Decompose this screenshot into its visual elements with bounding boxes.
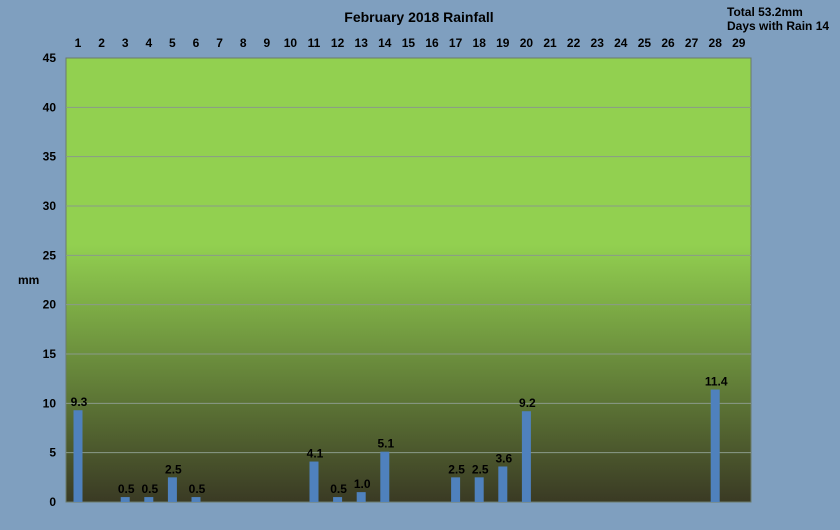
y-tick-label: 20 (43, 298, 57, 312)
x-axis-ticks: 1 2 3 4 5 6 7 8 9 10 11 12 13 14 15 16 17 18 19 20 21 22 23 24 2… (75, 36, 746, 50)
y-tick-label: 45 (43, 51, 57, 65)
x-tick-label: 10 (284, 36, 298, 50)
data-label: 2.5 (472, 462, 489, 476)
x-tick-label: 2 (98, 36, 105, 50)
bar (333, 497, 343, 502)
data-label: 3.6 (495, 451, 512, 465)
x-tick-label: 1 (75, 36, 82, 50)
bar (144, 497, 154, 502)
x-tick-label: 8 (240, 36, 247, 50)
data-labels: 9.3 0.5 0.5 2.5 0.5 4.1 0.5 1.0 5.1 2.5 2.5 3.6 9.2 1… (71, 375, 728, 497)
y-tick-label: 10 (43, 396, 57, 410)
x-tick-label: 26 (661, 36, 675, 50)
y-axis-ticks: 0 5 10 15 20 25 30 35 40 45 (43, 51, 57, 509)
x-tick-label: 25 (638, 36, 652, 50)
x-tick-label: 28 (709, 36, 723, 50)
y-tick-label: 40 (43, 100, 57, 114)
data-label: 0.5 (189, 482, 206, 496)
x-tick-label: 13 (355, 36, 369, 50)
data-label: 9.3 (71, 395, 88, 409)
bar (451, 477, 461, 502)
y-tick-label: 30 (43, 199, 57, 213)
y-tick-label: 0 (49, 495, 56, 509)
data-label: 0.5 (118, 482, 135, 496)
bar (380, 451, 390, 502)
y-axis-label: mm (18, 273, 39, 287)
bars (73, 389, 720, 502)
x-tick-label: 7 (216, 36, 223, 50)
data-label: 4.1 (307, 447, 324, 461)
bar (73, 410, 83, 502)
bar (191, 497, 201, 502)
data-label: 1.0 (354, 477, 371, 491)
days-with-rain: Days with Rain 14 (727, 19, 829, 33)
data-label: 11.4 (705, 375, 728, 389)
x-tick-label: 14 (378, 36, 392, 50)
bar (498, 466, 508, 502)
x-tick-label: 11 (308, 36, 321, 50)
x-tick-label: 12 (331, 36, 345, 50)
x-tick-label: 9 (263, 36, 270, 50)
x-tick-label: 19 (496, 36, 510, 50)
x-tick-label: 24 (614, 36, 628, 50)
bar (356, 492, 366, 502)
x-tick-label: 16 (425, 36, 439, 50)
bar (474, 477, 484, 502)
data-label: 0.5 (330, 482, 347, 496)
bar (167, 477, 177, 502)
x-tick-label: 15 (402, 36, 416, 50)
y-tick-label: 5 (49, 446, 56, 460)
data-label: 5.1 (377, 437, 394, 451)
x-tick-label: 18 (473, 36, 487, 50)
gridlines (66, 106, 751, 454)
x-tick-label: 29 (732, 36, 746, 50)
x-tick-label: 27 (685, 36, 699, 50)
bar (521, 411, 531, 502)
x-tick-label: 23 (591, 36, 605, 50)
x-tick-label: 4 (145, 36, 152, 50)
x-tick-label: 20 (520, 36, 534, 50)
x-tick-label: 3 (122, 36, 129, 50)
bar (309, 461, 319, 502)
y-tick-label: 25 (43, 248, 57, 262)
data-label: 2.5 (448, 462, 465, 476)
data-label: 9.2 (519, 396, 536, 410)
data-label: 2.5 (165, 462, 182, 476)
x-tick-label: 6 (193, 36, 200, 50)
x-tick-label: 21 (543, 36, 557, 50)
data-label: 0.5 (141, 482, 158, 496)
bar (120, 497, 130, 502)
y-tick-label: 15 (43, 347, 57, 361)
y-tick-label: 35 (43, 150, 57, 164)
x-tick-label: 5 (169, 36, 176, 50)
x-tick-label: 22 (567, 36, 581, 50)
total-rainfall: Total 53.2mm (727, 5, 803, 19)
x-tick-label: 17 (449, 36, 463, 50)
chart-title: February 2018 Rainfall (344, 9, 493, 25)
plot-area (65, 57, 752, 503)
bar (710, 389, 720, 502)
